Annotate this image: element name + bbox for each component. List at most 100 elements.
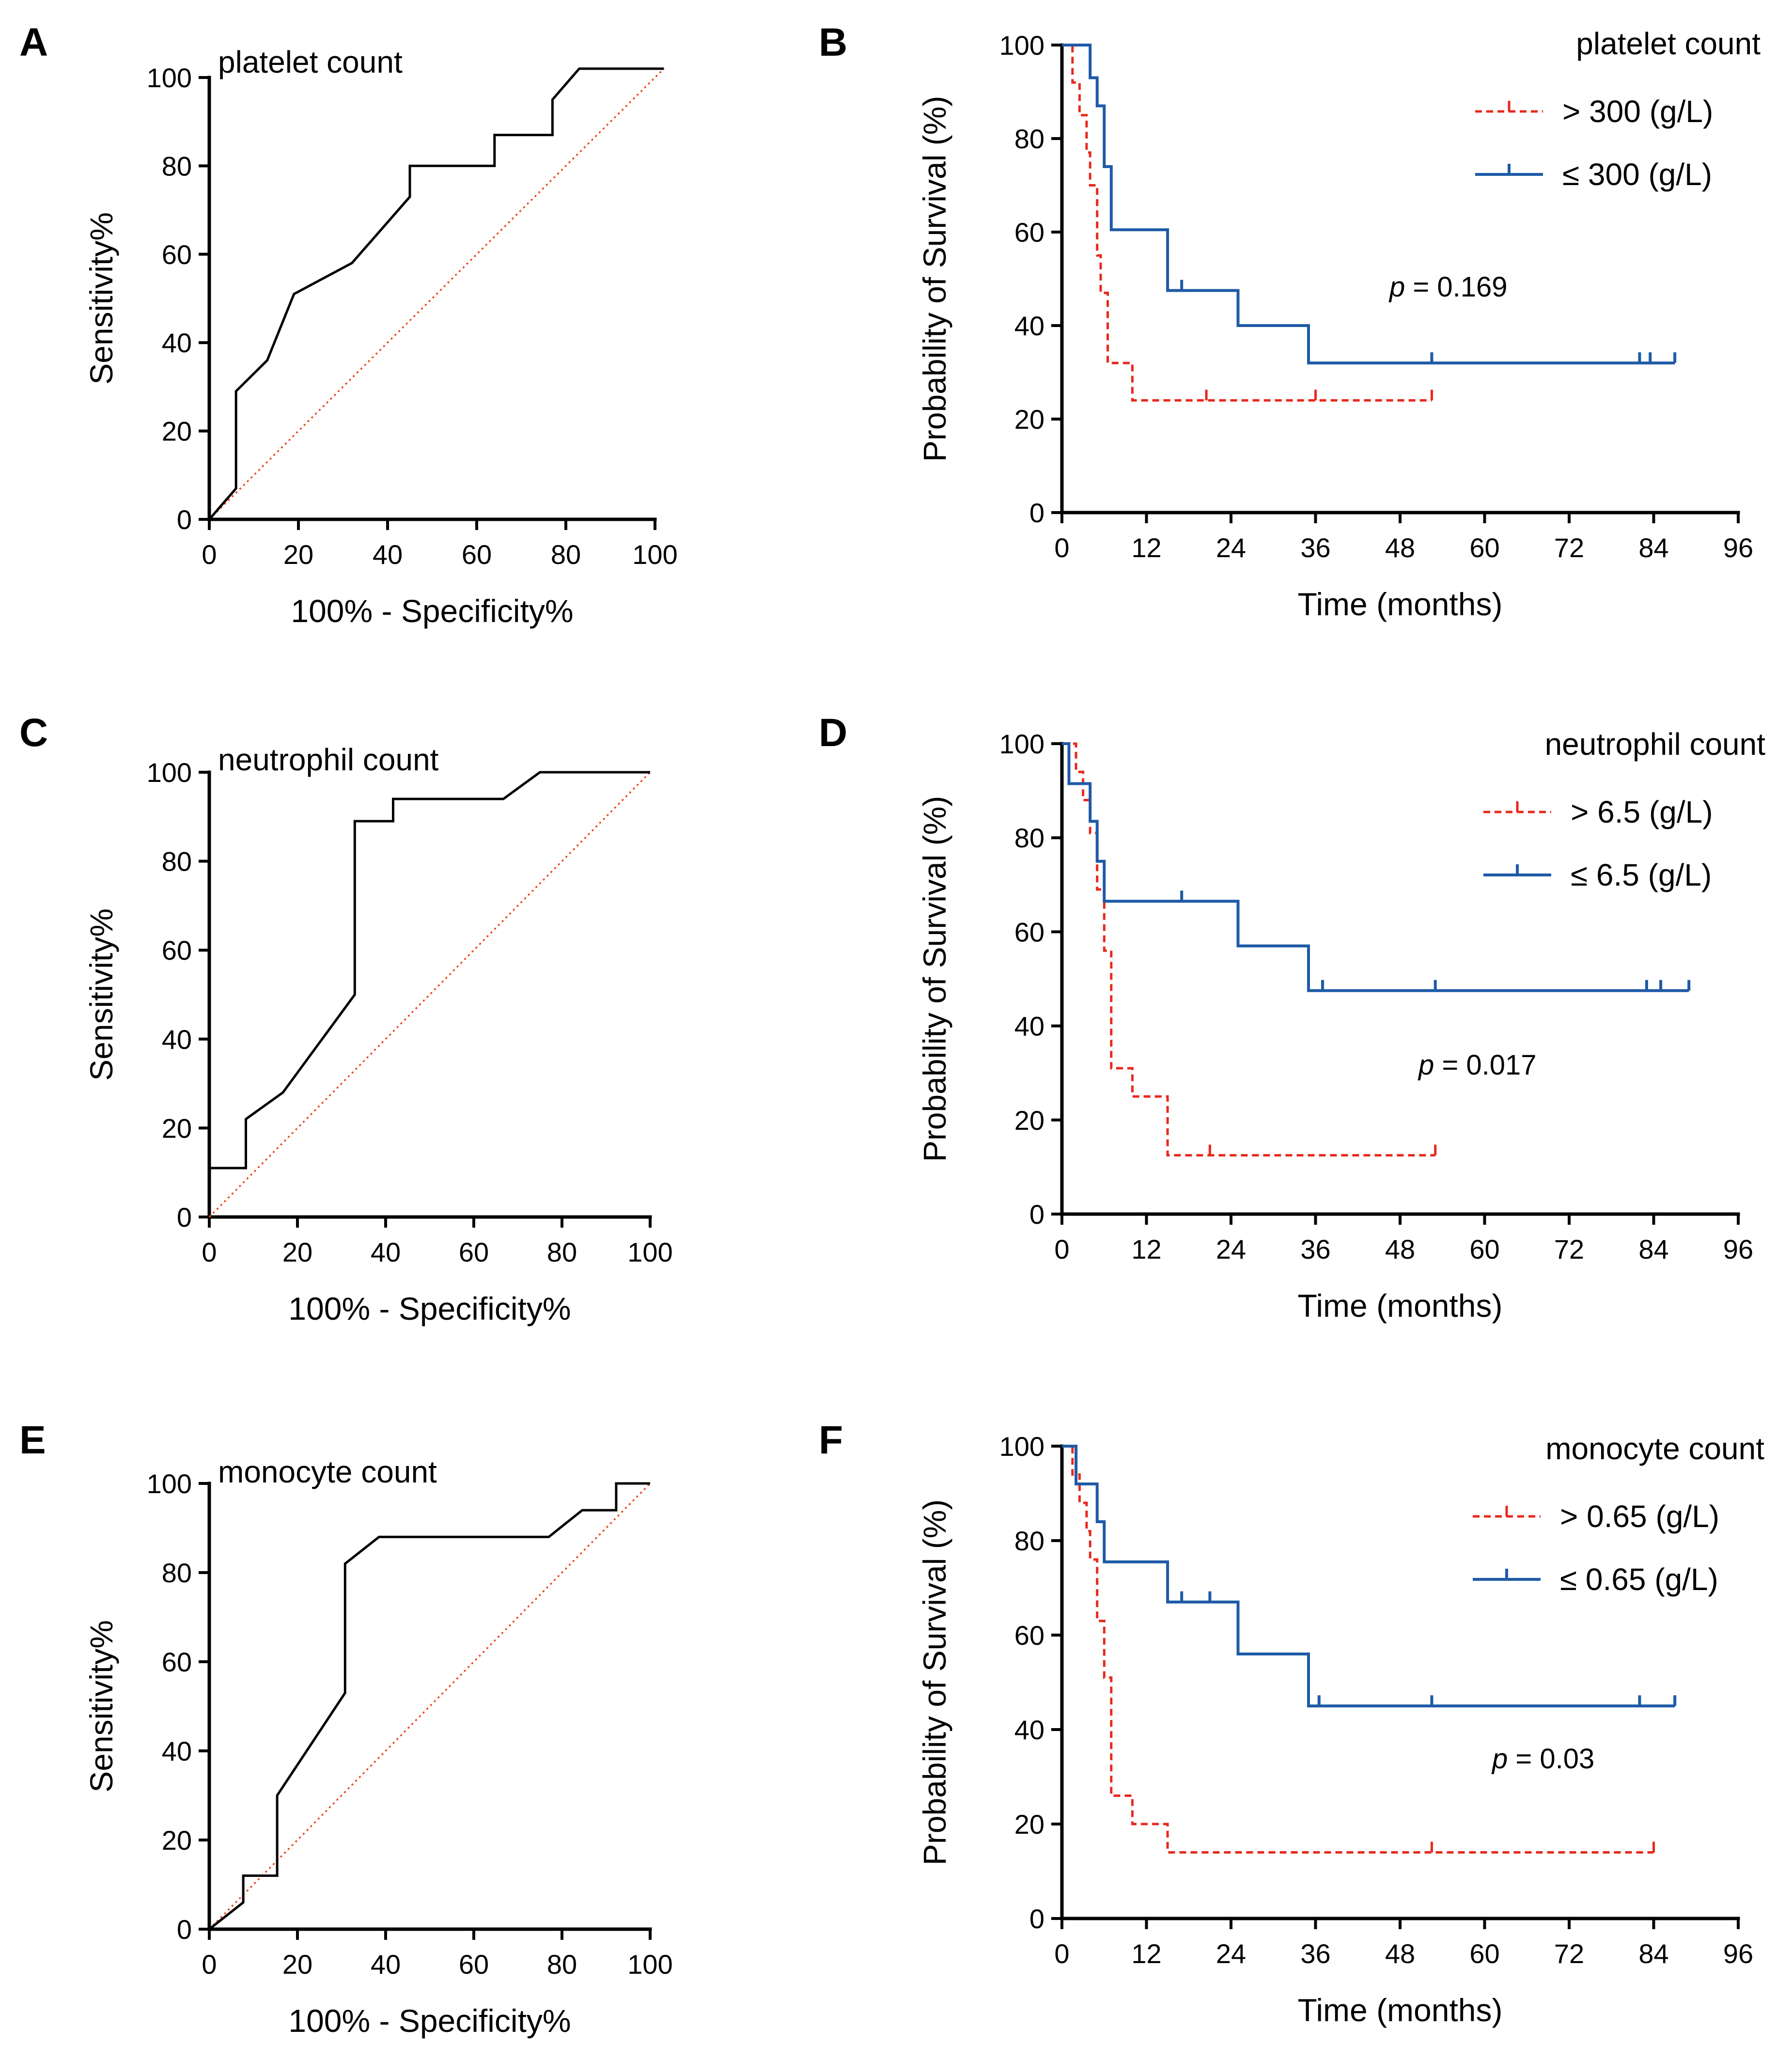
panel-b: B 0 20 40 60 80 100 0 12 24 36 48 60 72 84 96 Time (mont… (819, 20, 1761, 622)
x-tick-label: 72 (1554, 532, 1584, 563)
panel-letter: C (19, 711, 48, 755)
reference-line (208, 1482, 651, 1930)
x-axis-title: Time (months) (1298, 1288, 1503, 1324)
x-tick-label: 84 (1638, 1938, 1668, 1969)
x-tick-label: 60 (462, 539, 492, 570)
y-tick-label: 60 (162, 935, 192, 966)
y-tick-label: 0 (177, 1914, 192, 1945)
x-tick-label: 100 (627, 1237, 672, 1267)
x-tick-label: 20 (282, 1237, 312, 1267)
y-axis-title: Sensitivity% (83, 212, 119, 385)
y-tick-label: 100 (999, 729, 1044, 759)
y-tick-label: 60 (1014, 1620, 1044, 1651)
x-tick-label: 72 (1554, 1938, 1584, 1969)
x-tick-label: 0 (1054, 532, 1069, 563)
y-tick-label: 100 (147, 1468, 192, 1499)
survival-curve-high (1062, 44, 1432, 402)
x-axis-title: 100% - Specificity% (291, 593, 573, 629)
x-tick-label: 12 (1131, 1938, 1161, 1969)
y-tick-label: 80 (162, 1558, 192, 1588)
plot-title: monocyte count (218, 1454, 437, 1489)
y-axis-title: Probability of Survival (%) (917, 796, 952, 1162)
x-tick-label: 36 (1300, 532, 1330, 563)
x-tick-label: 60 (1469, 532, 1499, 563)
p-value-number: = 0.169 (1413, 271, 1507, 303)
legend-label: > 300 (g/L) (1562, 94, 1713, 129)
y-tick-label: 60 (1014, 217, 1044, 248)
panel-a: A 0 20 40 60 80 100 0 20 40 60 80 100 100% - Specific… (19, 20, 678, 629)
y-tick-label: 60 (162, 1647, 192, 1677)
y-tick-label: 40 (1014, 1011, 1044, 1042)
x-tick-label: 40 (373, 539, 403, 570)
reference-line (208, 771, 651, 1218)
y-tick-label: 0 (177, 504, 192, 535)
panel-c: C 0 20 40 60 80 100 0 20 40 60 80 100 100% - Specific… (19, 711, 673, 1326)
y-tick-label: 20 (162, 416, 192, 447)
x-tick-label: 80 (551, 539, 581, 570)
plot-title: platelet count (218, 45, 403, 79)
x-tick-label: 12 (1131, 532, 1161, 563)
reference-line (208, 68, 665, 520)
x-tick-label: 24 (1216, 1938, 1246, 1969)
legend-label: ≤ 6.5 (g/L) (1571, 858, 1712, 892)
panel-f: F 0 20 40 60 80 100 0 12 24 36 48 60 72 84 96 Time (mont… (819, 1418, 1764, 2028)
x-tick-label: 80 (547, 1949, 577, 1980)
survival-curve-low (1062, 742, 1689, 992)
x-tick-label: 80 (547, 1237, 577, 1267)
survival-curve-high (1062, 742, 1435, 1157)
x-tick-label: 84 (1638, 532, 1668, 563)
y-tick-label: 60 (1014, 917, 1044, 947)
x-axis-title: 100% - Specificity% (288, 1291, 571, 1326)
x-axis-title: Time (months) (1298, 1992, 1503, 2028)
p-symbol: p (1418, 1049, 1442, 1081)
x-tick-label: 60 (459, 1949, 489, 1980)
x-tick-label: 24 (1216, 1234, 1246, 1264)
x-tick-label: 96 (1723, 532, 1753, 563)
y-tick-label: 40 (162, 1736, 192, 1766)
x-tick-label: 60 (459, 1237, 489, 1267)
x-tick-label: 0 (202, 1949, 217, 1980)
p-symbol: p (1491, 1743, 1515, 1775)
y-tick-label: 100 (147, 757, 192, 788)
y-axis-title: Probability of Survival (%) (917, 1499, 952, 1866)
panel-letter: D (819, 711, 847, 755)
y-tick-label: 80 (1014, 124, 1044, 154)
x-tick-label: 40 (371, 1237, 401, 1267)
legend-label: > 6.5 (g/L) (1571, 795, 1713, 829)
x-tick-label: 48 (1385, 1234, 1415, 1264)
survival-curve-low (1062, 1445, 1675, 1708)
y-tick-label: 0 (177, 1202, 192, 1232)
x-tick-label: 20 (283, 539, 313, 570)
panel-letter: E (19, 1418, 46, 1462)
panel-e: E 0 20 40 60 80 100 0 20 40 60 80 100 100% - Specific… (19, 1418, 673, 2039)
p-value-number: = 0.017 (1442, 1049, 1536, 1081)
y-tick-label: 100 (999, 1431, 1044, 1462)
legend-label: ≤ 0.65 (g/L) (1560, 1562, 1718, 1597)
legend-label: ≤ 300 (g/L) (1562, 157, 1712, 192)
panel-letter: A (19, 20, 48, 64)
x-tick-label: 60 (1469, 1938, 1499, 1969)
x-tick-label: 48 (1385, 1938, 1415, 1969)
y-tick-label: 20 (1014, 404, 1044, 435)
p-value: p = 0.03 (1491, 1743, 1594, 1775)
y-tick-label: 20 (162, 1113, 192, 1143)
x-axis-title: 100% - Specificity% (288, 2003, 571, 2039)
y-tick-label: 80 (1014, 823, 1044, 853)
y-tick-label: 20 (1014, 1105, 1044, 1136)
y-tick-label: 40 (162, 328, 192, 358)
plot-title: neutrophil count (218, 742, 439, 777)
x-tick-label: 20 (282, 1949, 312, 1980)
legend-title: monocyte count (1545, 1431, 1764, 1466)
y-tick-label: 80 (1014, 1526, 1044, 1556)
survival-curve-low (1062, 44, 1675, 365)
x-tick-label: 96 (1723, 1938, 1753, 1969)
x-tick-label: 100 (627, 1949, 672, 1980)
x-tick-label: 12 (1131, 1234, 1161, 1264)
y-tick-label: 0 (1029, 1903, 1044, 1934)
y-tick-label: 40 (1014, 311, 1044, 341)
panel-d: D 0 20 40 60 80 100 0 12 24 36 48 60 72 84 96 Time (mont… (819, 711, 1765, 1324)
x-tick-label: 40 (371, 1949, 401, 1980)
survival-curve-high (1062, 1445, 1654, 1854)
y-tick-label: 20 (162, 1825, 192, 1856)
